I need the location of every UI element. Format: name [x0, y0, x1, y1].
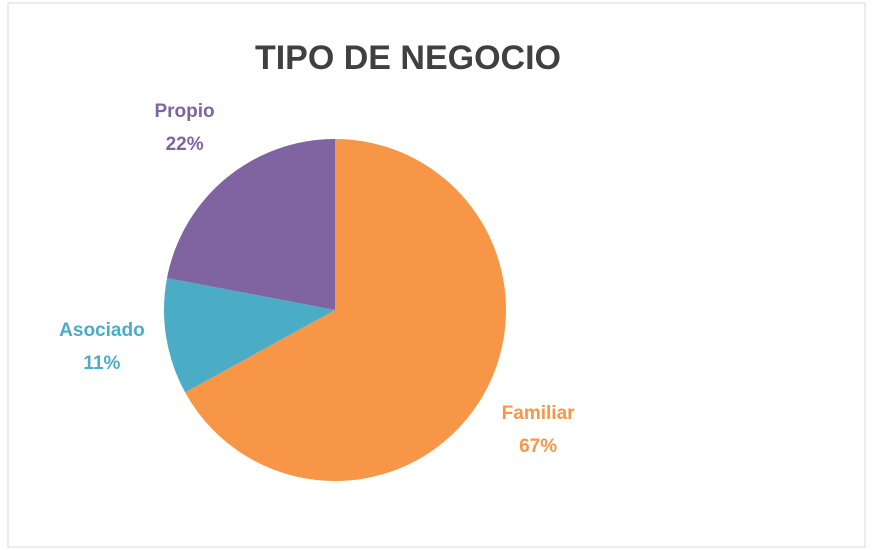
pie-slice	[185, 139, 507, 481]
slice-category-label: Propio	[154, 101, 214, 122]
slice-value-label: 67%	[519, 436, 557, 457]
slice-category-label: Familiar	[502, 403, 575, 424]
chart-title: TIPO DE NEGOCIO	[255, 39, 561, 77]
pie-slice	[164, 277, 335, 393]
slice-value-label: 11%	[83, 353, 120, 374]
slice-category-label: Asociado	[59, 320, 145, 341]
pie-slice	[167, 139, 335, 310]
slice-value-label: 22%	[166, 134, 204, 155]
